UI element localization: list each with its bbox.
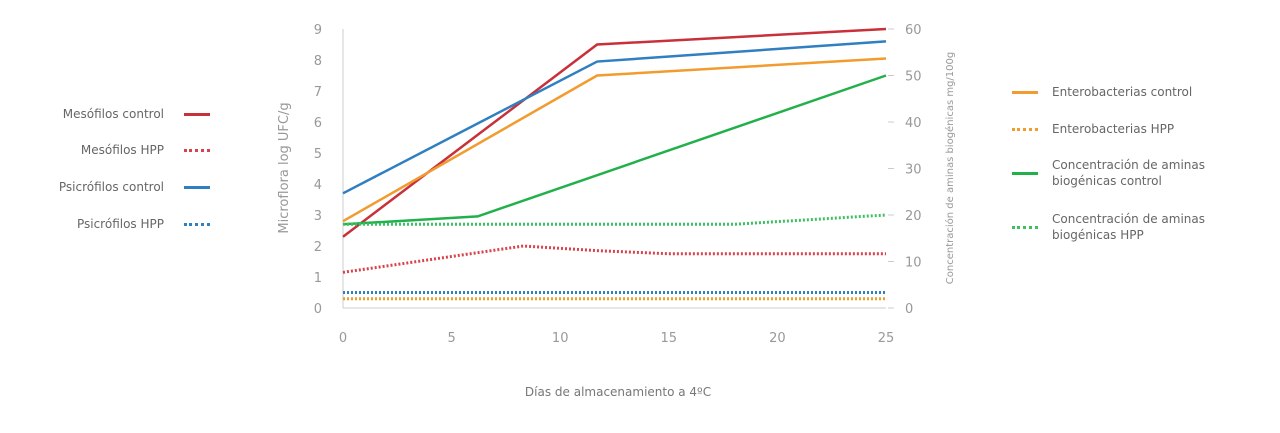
series-line-7 — [343, 213, 887, 226]
x-tick-label: 25 — [878, 331, 895, 346]
y-tick-label: 5 — [314, 147, 322, 162]
legend-label: Concentración de aminas biogénicas HPP — [1052, 212, 1205, 242]
x-axis-title: Días de almacenamiento a 4ºC — [525, 385, 711, 399]
y-tick-label: 8 — [314, 54, 322, 69]
y2-tick-label: 20 — [905, 209, 922, 224]
legend-item: Enterobacterias control — [1012, 84, 1222, 100]
x-tick-label: 0 — [339, 331, 347, 346]
y-tick-label: 7 — [314, 85, 322, 100]
legend-item: Psicrófilos HPP — [20, 217, 210, 231]
legend-label: Enterobacterias HPP — [1052, 122, 1175, 136]
y2-tick-label: 50 — [905, 70, 922, 85]
legend-item: Concentración de aminas biogénicas HPP — [1012, 211, 1222, 243]
legend-swatch — [1012, 90, 1038, 94]
y2-tick-label: 40 — [905, 116, 922, 131]
legend-label: Enterobacterias control — [1052, 85, 1193, 99]
y-tick-label: 4 — [314, 178, 322, 193]
legend-swatch — [184, 112, 210, 116]
legend-label: Mesófilos control — [62, 107, 164, 121]
legend-item: Concentración de aminas biogénicas contr… — [1012, 157, 1222, 189]
series-line-1 — [342, 244, 886, 274]
y-axis-title: Microflora log UFC/g — [277, 102, 292, 233]
x-tick-label: 15 — [661, 331, 678, 346]
legend-item: Mesófilos control — [20, 107, 210, 121]
legend-swatch — [184, 148, 210, 152]
y2-tick-label: 0 — [905, 302, 913, 317]
legend-swatch — [184, 185, 210, 189]
x-tick-label: 20 — [769, 331, 786, 346]
y-tick-label: 1 — [314, 271, 322, 286]
series-line-6 — [342, 74, 887, 226]
series-line-4 — [342, 57, 887, 223]
legend-item: Mesófilos HPP — [20, 143, 210, 157]
legend-label: Concentración de aminas biogénicas contr… — [1052, 158, 1205, 188]
legend-label: Mesófilos HPP — [80, 143, 164, 157]
y-tick-label: 6 — [314, 116, 322, 131]
y-tick-label: 2 — [314, 240, 322, 255]
y-tick-label: 0 — [314, 302, 322, 317]
x-tick-label: 5 — [447, 331, 455, 346]
legend-swatch — [1012, 171, 1038, 175]
legend-swatch — [1012, 127, 1038, 131]
legend-item: Enterobacterias HPP — [1012, 121, 1222, 137]
y2-tick-label: 10 — [905, 256, 922, 271]
legend-label: Psicrófilos HPP — [76, 217, 164, 231]
legend-item: Psicrófilos control — [20, 180, 210, 194]
y2-tick-label: 30 — [905, 163, 922, 178]
x-tick-label: 10 — [552, 331, 569, 346]
y-tick-label: 3 — [314, 209, 322, 224]
legend-label: Psicrófilos control — [58, 180, 164, 194]
legend-swatch — [184, 222, 210, 226]
y2-axis-title: Concentración de aminas biogénicas mg/10… — [944, 52, 956, 284]
series-line-2 — [342, 40, 887, 195]
y-tick-label: 9 — [314, 23, 322, 38]
y2-tick-label: 60 — [905, 23, 922, 38]
legend-swatch — [1012, 225, 1038, 229]
